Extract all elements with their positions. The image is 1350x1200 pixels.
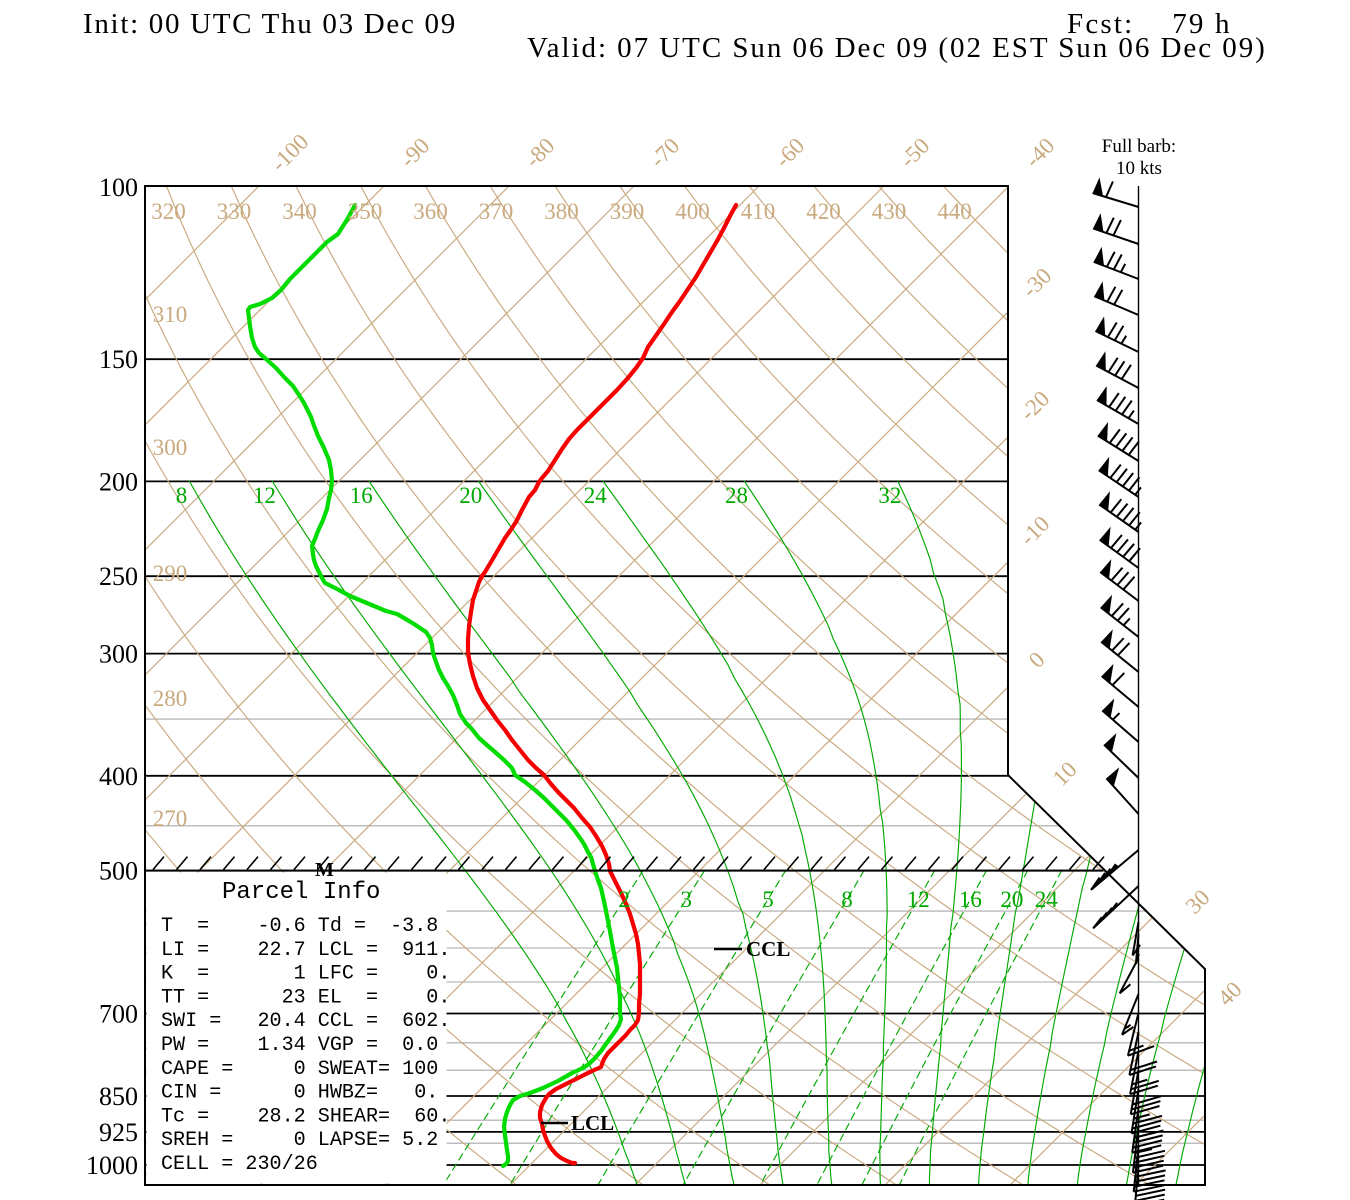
svg-text:300: 300 bbox=[153, 435, 188, 460]
svg-text:24: 24 bbox=[584, 483, 608, 508]
svg-text:440: 440 bbox=[937, 199, 972, 224]
svg-text:K = 1 LFC = 0.: K = 1 LFC = 0. bbox=[161, 963, 450, 986]
svg-text:200: 200 bbox=[99, 467, 138, 496]
svg-text:270: 270 bbox=[153, 806, 188, 831]
svg-text:12: 12 bbox=[253, 483, 276, 508]
svg-text:5: 5 bbox=[762, 887, 774, 912]
svg-text:280: 280 bbox=[153, 686, 188, 711]
svg-text:PW = 1.34 VGP = 0.0: PW = 1.34 VGP = 0.0 bbox=[161, 1034, 438, 1057]
svg-text:390: 390 bbox=[610, 199, 645, 224]
svg-text:500: 500 bbox=[99, 857, 138, 886]
svg-text:370: 370 bbox=[479, 199, 514, 224]
svg-text:290: 290 bbox=[153, 561, 188, 586]
svg-text:925: 925 bbox=[99, 1118, 138, 1147]
svg-text:24: 24 bbox=[1035, 887, 1059, 912]
svg-text:150: 150 bbox=[99, 345, 138, 374]
svg-text:10 kts: 10 kts bbox=[1116, 158, 1162, 179]
svg-text:Parcel Info: Parcel Info bbox=[222, 879, 380, 906]
svg-text:LI = 22.7 LCL = 911.: LI = 22.7 LCL = 911. bbox=[161, 939, 450, 962]
svg-text:850: 850 bbox=[99, 1082, 138, 1111]
svg-text:310: 310 bbox=[153, 302, 188, 327]
svg-text:CELL = 230/26: CELL = 230/26 bbox=[161, 1153, 318, 1176]
svg-text:32: 32 bbox=[878, 483, 901, 508]
svg-text:T = -0.6 Td = -3.8: T = -0.6 Td = -3.8 bbox=[161, 915, 438, 938]
svg-text:320: 320 bbox=[151, 199, 186, 224]
svg-text:300: 300 bbox=[99, 640, 138, 669]
svg-text:340: 340 bbox=[282, 199, 317, 224]
svg-text:100: 100 bbox=[99, 173, 138, 202]
svg-text:20: 20 bbox=[1000, 887, 1023, 912]
svg-text:330: 330 bbox=[217, 199, 252, 224]
svg-text:420: 420 bbox=[806, 199, 841, 224]
svg-text:400: 400 bbox=[675, 199, 710, 224]
svg-text:SREH = 0 LAPSE= 5.2: SREH = 0 LAPSE= 5.2 bbox=[161, 1129, 438, 1152]
svg-text:360: 360 bbox=[413, 199, 448, 224]
svg-text:CCL: CCL bbox=[746, 937, 790, 961]
svg-text:350: 350 bbox=[348, 199, 383, 224]
svg-text:M: M bbox=[315, 859, 334, 881]
svg-text:250: 250 bbox=[99, 562, 138, 591]
svg-text:3: 3 bbox=[681, 887, 693, 912]
svg-text:LCL: LCL bbox=[571, 1111, 614, 1135]
svg-text:TT = 23 EL = 0.: TT = 23 EL = 0. bbox=[161, 986, 450, 1009]
svg-text:16: 16 bbox=[959, 887, 982, 912]
svg-text:2: 2 bbox=[619, 887, 631, 912]
svg-text:CAPE = 0 SWEAT= 100: CAPE = 0 SWEAT= 100 bbox=[161, 1058, 438, 1081]
svg-text:Init: 00 UTC Thu 03 Dec 09: Init: 00 UTC Thu 03 Dec 09 bbox=[83, 8, 457, 40]
svg-text:12: 12 bbox=[907, 887, 930, 912]
svg-text:CIN = 0 HWBZ= 0.: CIN = 0 HWBZ= 0. bbox=[161, 1082, 438, 1105]
svg-text:Tc = 28.2 SHEAR= 60.: Tc = 28.2 SHEAR= 60. bbox=[161, 1105, 450, 1128]
svg-text:430: 430 bbox=[872, 199, 907, 224]
svg-text:8: 8 bbox=[176, 483, 188, 508]
svg-text:410: 410 bbox=[741, 199, 776, 224]
svg-text:20: 20 bbox=[459, 483, 482, 508]
svg-text:1000: 1000 bbox=[86, 1151, 138, 1180]
svg-text:16: 16 bbox=[350, 483, 373, 508]
svg-text:Full barb:: Full barb: bbox=[1102, 136, 1176, 157]
svg-text:8: 8 bbox=[841, 887, 853, 912]
svg-text:700: 700 bbox=[99, 1000, 138, 1029]
svg-text:SWI = 20.4 CCL = 602.: SWI = 20.4 CCL = 602. bbox=[161, 1010, 450, 1033]
svg-text:28: 28 bbox=[725, 483, 748, 508]
svg-text:400: 400 bbox=[99, 762, 138, 791]
svg-text:380: 380 bbox=[544, 199, 579, 224]
svg-text:Fcst: 79 h: Fcst: 79 h bbox=[1067, 8, 1232, 40]
svg-text:Valid: 07 UTC Sun 06 Dec 09 (0: Valid: 07 UTC Sun 06 Dec 09 (02 EST Sun … bbox=[527, 32, 1267, 64]
